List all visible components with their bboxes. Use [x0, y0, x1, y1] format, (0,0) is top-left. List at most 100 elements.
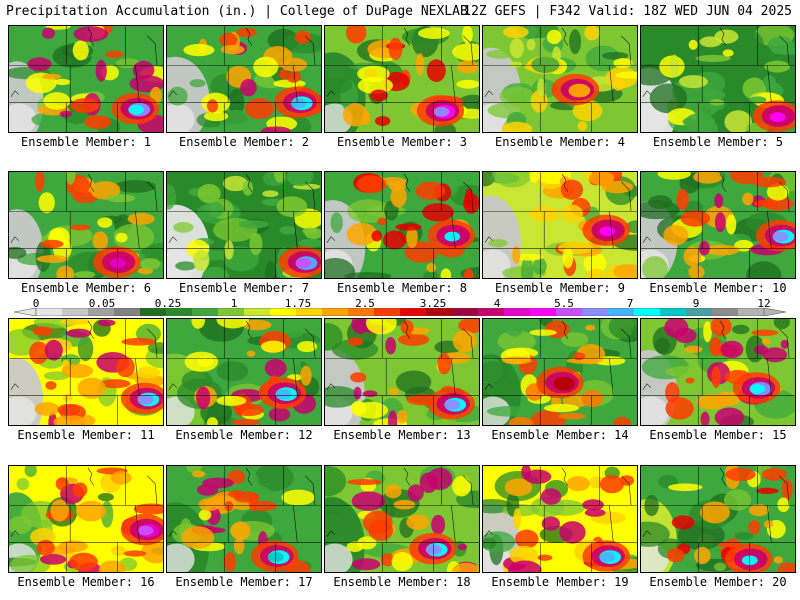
colorbar-right-arrow — [763, 308, 787, 316]
precip-field-map — [9, 26, 163, 132]
precip-field-map — [483, 172, 637, 278]
colorbar-tick-label: 0.05 — [88, 297, 116, 310]
precip-colorbar: 0 0.05 0.25 1 1.75 2.5 3.25 4 5.5 7 9 12 — [0, 297, 800, 319]
ensemble-member-label: Ensemble Member: 16 — [17, 575, 155, 589]
ensemble-member-label: Ensemble Member: 10 — [649, 281, 787, 295]
precip-field-map — [641, 466, 795, 572]
colorbar-tick-label: 1 — [230, 297, 238, 310]
precip-field-map — [325, 319, 479, 425]
ensemble-member-map — [482, 25, 638, 133]
ensemble-member-map — [324, 25, 480, 133]
colorbar-tick-label: 0.25 — [154, 297, 182, 310]
ensemble-member-map — [166, 25, 322, 133]
colorbar-swatch — [608, 308, 635, 316]
colorbar-tick-label: 5.5 — [554, 297, 574, 310]
colorbar-swatch — [114, 308, 141, 316]
ensemble-member-label: Ensemble Member: 8 — [336, 281, 468, 295]
ensemble-member-label: Ensemble Member: 3 — [336, 135, 468, 149]
ensemble-member-label: Ensemble Member: 18 — [333, 575, 471, 589]
precip-field-map — [325, 466, 479, 572]
ensemble-member-label: Ensemble Member: 4 — [494, 135, 626, 149]
ensemble-member-label: Ensemble Member: 5 — [652, 135, 784, 149]
ensemble-member-map — [482, 465, 638, 573]
ensemble-member-label: Ensemble Member: 9 — [494, 281, 626, 295]
colorbar-swatch — [686, 308, 713, 316]
precip-field-map — [641, 172, 795, 278]
ensemble-member-map — [8, 25, 164, 133]
colorbar-swatch — [712, 308, 739, 316]
colorbar-swatch — [322, 308, 349, 316]
ensemble-member-map — [640, 318, 796, 426]
colorbar-swatch — [634, 308, 661, 316]
colorbar-swatch — [192, 308, 219, 316]
precip-field-map — [483, 466, 637, 572]
colorbar-tick-label: 12 — [757, 297, 771, 310]
colorbar-swatch — [426, 308, 453, 316]
colorbar-swatch — [582, 308, 609, 316]
colorbar-swatch — [88, 308, 115, 316]
ensemble-member-label: Ensemble Member: 17 — [175, 575, 313, 589]
ensemble-member-label: Ensemble Member: 7 — [178, 281, 310, 295]
colorbar-swatch — [62, 308, 89, 316]
ensemble-member-label: Ensemble Member: 20 — [649, 575, 787, 589]
precip-field-map — [9, 319, 163, 425]
colorbar-swatch — [452, 308, 479, 316]
colorbar-swatch — [556, 308, 583, 316]
colorbar-swatch — [530, 308, 557, 316]
colorbar-swatch — [738, 308, 765, 316]
ensemble-member-map — [482, 318, 638, 426]
ensemble-member-map — [640, 25, 796, 133]
precip-field-map — [483, 319, 637, 425]
ensemble-member-label: Ensemble Member: 15 — [649, 428, 787, 442]
precip-field-map — [167, 26, 321, 132]
map-title: Precipitation Accumulation (in.) | Colle… — [6, 4, 468, 19]
ensemble-member-map — [166, 465, 322, 573]
colorbar-swatch — [348, 308, 375, 316]
ensemble-member-label: Ensemble Member: 12 — [175, 428, 313, 442]
ensemble-member-label: Ensemble Member: 6 — [20, 281, 152, 295]
colorbar-swatch — [660, 308, 687, 316]
ensemble-member-label: Ensemble Member: 13 — [333, 428, 471, 442]
colorbar-swatch — [400, 308, 427, 316]
colorbar-swatch — [166, 308, 193, 316]
colorbar-swatch — [374, 308, 401, 316]
precip-field-map — [167, 172, 321, 278]
precip-field-map — [167, 466, 321, 572]
colorbar-tick-label: 2.5 — [355, 297, 375, 310]
ensemble-member-map — [8, 171, 164, 279]
precip-field-map — [325, 26, 479, 132]
colorbar-swatch — [244, 308, 271, 316]
ensemble-member-map — [482, 171, 638, 279]
colorbar-tick-label: 3.25 — [419, 297, 447, 310]
colorbar-scale — [13, 308, 787, 316]
precip-field-map — [641, 26, 795, 132]
ensemble-member-map — [166, 318, 322, 426]
colorbar-tick-label: 9 — [692, 297, 700, 310]
ensemble-member-map — [324, 318, 480, 426]
ensemble-member-map — [8, 465, 164, 573]
colorbar-swatch — [218, 308, 245, 316]
ensemble-member-label: Ensemble Member: 14 — [491, 428, 629, 442]
precip-field-map — [167, 319, 321, 425]
colorbar-swatch — [478, 308, 505, 316]
colorbar-swatch — [270, 308, 297, 316]
model-valid-time: 12Z GEFS | F342 Valid: 18Z WED JUN 04 20… — [463, 4, 792, 19]
ensemble-member-label: Ensemble Member: 1 — [20, 135, 152, 149]
colorbar-tick-label: 1.75 — [284, 297, 312, 310]
colorbar-swatch — [140, 308, 167, 316]
colorbar-tick-label: 0 — [32, 297, 40, 310]
ensemble-member-label: Ensemble Member: 2 — [178, 135, 310, 149]
ensemble-member-map — [324, 465, 480, 573]
colorbar-swatch — [504, 308, 531, 316]
ensemble-member-label: Ensemble Member: 19 — [491, 575, 629, 589]
ensemble-member-map — [640, 171, 796, 279]
colorbar-swatch — [36, 308, 63, 316]
ensemble-member-label: Ensemble Member: 11 — [17, 428, 155, 442]
ensemble-member-map — [324, 171, 480, 279]
ensemble-member-map — [8, 318, 164, 426]
precip-field-map — [9, 172, 163, 278]
precip-field-map — [325, 172, 479, 278]
precip-field-map — [641, 319, 795, 425]
colorbar-tick-label: 4 — [493, 297, 501, 310]
colorbar-tick-label: 7 — [626, 297, 634, 310]
